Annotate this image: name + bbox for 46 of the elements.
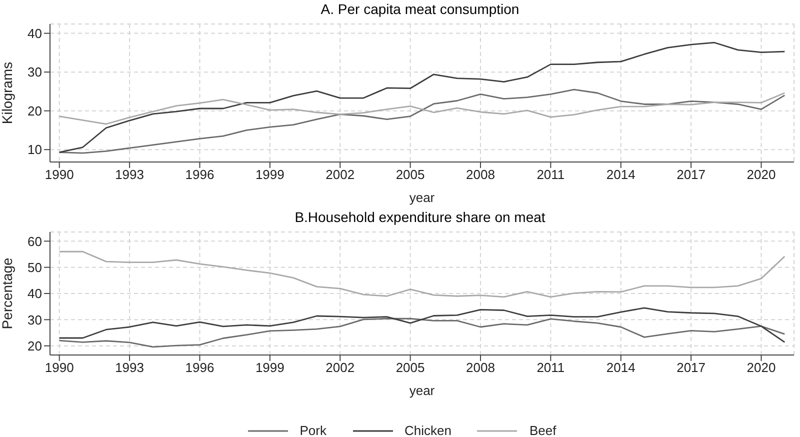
legend-label: Beef [529,423,556,437]
line-series [58,92,786,125]
x-tick-label: 2005 [396,360,425,376]
x-axis-title: year [409,190,436,205]
x-tick-label: 2008 [466,167,495,182]
line-series [58,88,786,154]
y-tick-label: 10 [28,142,42,158]
x-tick-label: 2017 [676,167,706,182]
y-tick-label: 20 [28,338,42,354]
x-tick-label: 2005 [396,167,425,182]
y-tick-label: 30 [28,312,42,328]
x-axis-title: year [409,383,436,398]
x-tick-label: 2002 [326,360,355,376]
x-tick-label: 2014 [606,167,636,182]
line-series [58,318,786,348]
x-tick-label: 2008 [466,360,495,376]
x-tick-label: 2017 [676,360,706,376]
line-series [58,250,786,298]
x-tick-label: 1990 [44,167,74,182]
y-tick-label: 40 [28,26,42,41]
x-tick-label: 1993 [115,360,144,376]
x-tick-label: 1996 [185,360,214,376]
chart-title: B.Household expenditure share on meat [294,208,546,226]
x-tick-label: 2011 [536,167,565,182]
x-tick-label: 2020 [746,360,776,376]
legend-label: Chicken [404,423,452,437]
y-tick-label: 60 [28,234,42,249]
x-tick-label: 2011 [536,360,565,376]
x-tick-label: 1999 [255,360,284,376]
x-tick-label: 2002 [326,167,355,182]
line-series [58,42,786,154]
x-tick-label: 1993 [115,167,144,182]
y-tick-label: 50 [28,260,42,275]
chart-title: A. Per capita meat consumption [320,0,520,18]
x-tick-label: 1990 [44,360,74,376]
legend-label: Pork [300,423,326,437]
x-tick-label: 1996 [185,167,214,182]
y-axis-title: Percentage [0,257,15,330]
y-tick-label: 30 [28,64,42,80]
x-tick-label: 2014 [606,360,636,376]
x-tick-label: 1999 [255,167,284,182]
line-series [58,307,786,343]
y-axis-title: Kilograms [0,62,15,124]
x-tick-label: 2020 [746,167,776,182]
y-tick-label: 20 [28,103,42,118]
y-tick-label: 40 [28,286,42,302]
